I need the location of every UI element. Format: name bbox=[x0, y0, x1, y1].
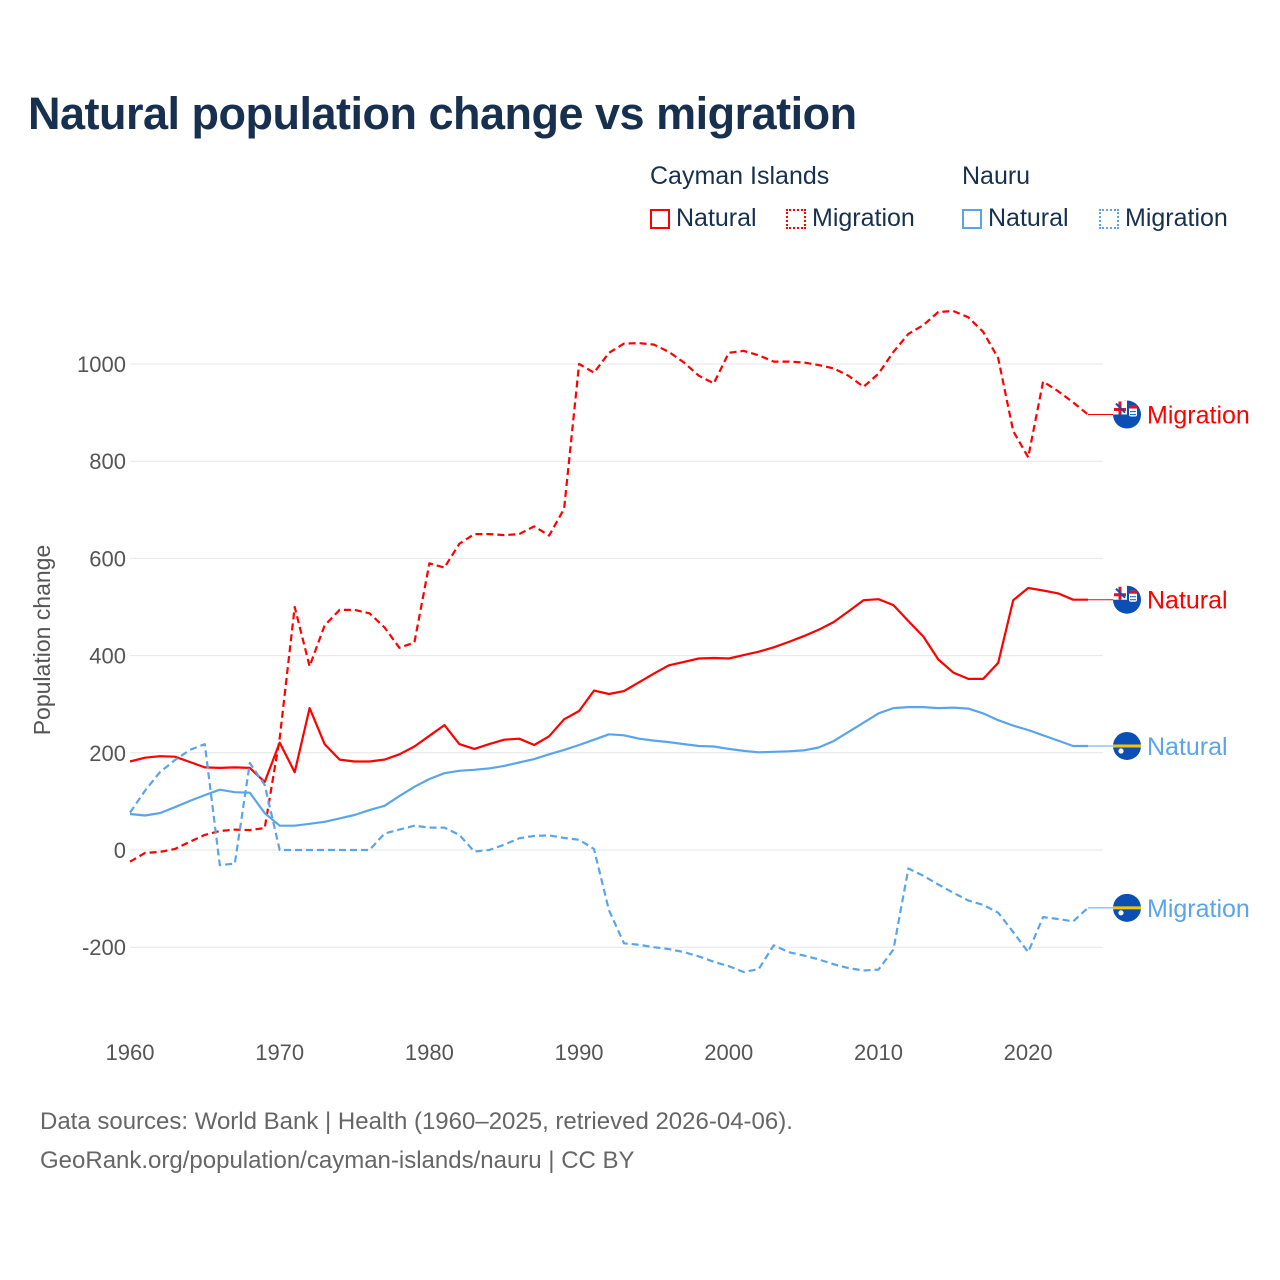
legend-swatch-dotted-icon bbox=[1099, 208, 1119, 229]
legend-item-cayman-migration[interactable]: Migration bbox=[786, 204, 915, 233]
end-labels: Natural Migration Natural Migration bbox=[1088, 400, 1250, 923]
chart-title: Natural population change vs migration bbox=[28, 88, 857, 139]
series-line-nauru-natural bbox=[129, 705, 1088, 827]
legend-label: Natural bbox=[988, 204, 1069, 232]
end-label: Natural bbox=[1147, 587, 1228, 615]
y-tick-label: 600 bbox=[89, 546, 126, 571]
footer-sources: Data sources: World Bank | Health (1960–… bbox=[40, 1108, 793, 1135]
y-tick-label: -200 bbox=[82, 935, 126, 960]
legend-label: Migration bbox=[1125, 204, 1228, 232]
series-line-nauru-migration bbox=[129, 742, 1089, 974]
x-axis-ticks: 1960 1970 1980 1990 2000 2010 2020 bbox=[106, 1040, 1053, 1065]
series-line-cayman-islands-natural bbox=[129, 586, 1088, 784]
legend-item-cayman-natural[interactable]: Natural bbox=[650, 204, 757, 233]
footer-attribution: GeoRank.org/population/cayman-islands/na… bbox=[40, 1147, 635, 1174]
cayman-islands-flag-icon bbox=[1113, 400, 1141, 429]
flag-shield-waves bbox=[1130, 596, 1136, 601]
flag-stripe bbox=[1113, 906, 1141, 910]
y-tick-label: 200 bbox=[89, 741, 126, 766]
y-tick-label: 400 bbox=[89, 644, 126, 669]
legend-group-nauru: Nauru bbox=[962, 162, 1031, 190]
legend-label: Migration bbox=[812, 204, 915, 232]
flag-shield-top bbox=[1129, 590, 1137, 594]
flag-shield-top bbox=[1129, 405, 1137, 409]
nauru-flag-icon bbox=[1113, 731, 1141, 760]
x-tick-label: 2000 bbox=[704, 1040, 753, 1065]
flag-union-diagonal bbox=[1115, 588, 1126, 599]
flag-union-diagonal bbox=[1115, 402, 1126, 414]
y-tick-label: 0 bbox=[114, 838, 126, 863]
flag-star bbox=[1118, 910, 1124, 916]
flag-stripe bbox=[1113, 744, 1141, 748]
end-label: Natural bbox=[1147, 733, 1228, 761]
legend-label: Natural bbox=[676, 204, 757, 232]
legend-item-nauru-natural[interactable]: Natural bbox=[962, 204, 1069, 233]
x-tick-label: 1990 bbox=[555, 1040, 604, 1065]
end-label: Migration bbox=[1147, 895, 1250, 923]
x-tick-label: 1960 bbox=[106, 1040, 155, 1065]
y-axis-ticks: -200 0 200 400 600 800 1000 bbox=[77, 352, 126, 960]
end-label: Migration bbox=[1147, 402, 1250, 430]
y-tick-label: 800 bbox=[89, 449, 126, 474]
flag-star bbox=[1118, 748, 1124, 754]
x-tick-label: 2020 bbox=[1004, 1040, 1053, 1065]
cayman-islands-flag-icon bbox=[1113, 585, 1141, 614]
legend-group-cayman-islands: Cayman Islands bbox=[650, 162, 830, 190]
y-tick-label: 1000 bbox=[77, 352, 126, 377]
legend-item-nauru-migration[interactable]: Migration bbox=[1099, 204, 1228, 233]
legend-swatch-solid-icon bbox=[962, 208, 982, 229]
legend-swatch-solid-icon bbox=[650, 208, 670, 229]
x-tick-label: 1980 bbox=[405, 1040, 454, 1065]
nauru-flag-icon bbox=[1113, 893, 1141, 922]
legend-swatch-dotted-icon bbox=[786, 208, 806, 229]
gridlines bbox=[130, 363, 1103, 948]
flag-shield-waves bbox=[1130, 410, 1136, 416]
series-line-cayman-islands-migration bbox=[129, 309, 1089, 863]
x-tick-label: 1970 bbox=[255, 1040, 304, 1065]
y-axis-label: Population change bbox=[29, 545, 55, 736]
x-tick-label: 2010 bbox=[854, 1040, 903, 1065]
series-lines bbox=[129, 309, 1089, 974]
